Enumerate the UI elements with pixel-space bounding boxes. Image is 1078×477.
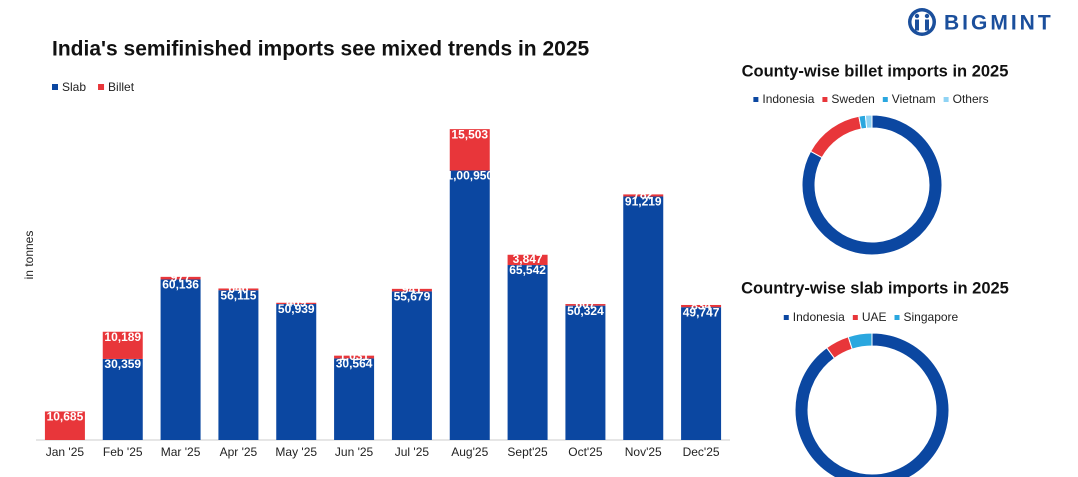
legend-label: Vietnam bbox=[892, 92, 936, 106]
bar-segment bbox=[160, 279, 201, 440]
legend-swatch bbox=[822, 97, 828, 102]
x-tick-label: May '25 bbox=[275, 445, 317, 459]
bar-segment bbox=[623, 194, 664, 197]
bar-segment bbox=[507, 265, 548, 440]
bar-segment bbox=[102, 358, 143, 440]
y-axis-label: in tonnes bbox=[22, 231, 36, 280]
bar-segment bbox=[391, 288, 432, 292]
legend-label: Billet bbox=[108, 80, 135, 94]
x-tick-label: Mar '25 bbox=[161, 445, 201, 459]
bar-segment bbox=[218, 288, 259, 291]
value-label: 50,939 bbox=[278, 302, 315, 316]
legend-label: Slab bbox=[62, 80, 86, 94]
legend-swatch bbox=[783, 315, 789, 320]
legend-label: Singapore bbox=[904, 310, 959, 324]
bar-segment bbox=[449, 170, 490, 440]
bar-segment bbox=[276, 304, 317, 440]
bar-segment bbox=[623, 196, 664, 440]
bar-segment bbox=[565, 305, 606, 440]
x-tick-label: Aug'25 bbox=[451, 445, 488, 459]
bar-segment bbox=[449, 129, 490, 171]
value-label: 30,359 bbox=[104, 357, 141, 371]
legend-swatch bbox=[882, 97, 888, 102]
value-label: 1,031 bbox=[339, 349, 369, 363]
donut-slice bbox=[801, 114, 943, 256]
donut-slice bbox=[809, 115, 862, 159]
chart-title: India's semifinished imports see mixed t… bbox=[52, 38, 590, 61]
value-label: 60,136 bbox=[162, 278, 199, 292]
bar-segment bbox=[276, 302, 317, 305]
value-label: 49,747 bbox=[683, 305, 720, 319]
donut-slice bbox=[847, 332, 873, 350]
bar-segment bbox=[507, 254, 548, 266]
value-label: 10,685 bbox=[47, 410, 84, 424]
value-label: 15,503 bbox=[451, 127, 488, 141]
value-label: 1,00,950 bbox=[446, 169, 493, 183]
donut-slice bbox=[794, 332, 950, 477]
value-label: 469 bbox=[286, 296, 306, 310]
value-label: 834 bbox=[691, 298, 711, 312]
value-label: 55,679 bbox=[394, 290, 431, 304]
x-tick-label: Nov'25 bbox=[625, 445, 662, 459]
logo-icon bbox=[908, 8, 936, 36]
bar-segment bbox=[160, 276, 201, 280]
bar-segment bbox=[391, 291, 432, 440]
bar-segment bbox=[44, 411, 85, 440]
bar-segment bbox=[334, 358, 375, 440]
donut-slice bbox=[864, 114, 873, 129]
value-label: 646 bbox=[228, 282, 248, 296]
bar-segment bbox=[218, 290, 259, 440]
value-label: 941 bbox=[402, 282, 422, 296]
chart-title: Country-wise slab imports in 2025 bbox=[741, 279, 1009, 297]
value-label: 91,219 bbox=[625, 195, 662, 209]
legend-swatch bbox=[98, 84, 105, 90]
logo-text: BIGMINT bbox=[944, 12, 1054, 35]
x-tick-label: Jan '25 bbox=[46, 445, 85, 459]
value-label: 3,847 bbox=[513, 252, 543, 266]
value-label: 56,115 bbox=[220, 288, 256, 302]
legend-swatch bbox=[943, 97, 949, 102]
bar-segment bbox=[681, 307, 722, 440]
legend-swatch bbox=[52, 84, 58, 90]
chart-title: County-wise billet imports in 2025 bbox=[742, 62, 1009, 80]
legend-label: Indonesia bbox=[762, 92, 814, 106]
bar-segment bbox=[334, 355, 375, 359]
x-tick-label: Dec'25 bbox=[683, 445, 720, 459]
legend-label: UAE bbox=[862, 310, 887, 324]
x-tick-label: Feb '25 bbox=[103, 445, 143, 459]
x-tick-label: Oct'25 bbox=[568, 445, 603, 459]
x-tick-label: Apr '25 bbox=[220, 445, 258, 459]
legend-label: Indonesia bbox=[793, 310, 845, 324]
bar-segment bbox=[565, 304, 606, 306]
legend-swatch bbox=[753, 97, 759, 102]
value-label: 65,542 bbox=[509, 263, 546, 277]
value-label: 10,189 bbox=[104, 330, 141, 344]
value-label: 977 bbox=[171, 270, 191, 284]
value-label: 607 bbox=[575, 297, 595, 311]
bar-segment bbox=[681, 304, 722, 308]
bar-segment bbox=[102, 331, 143, 359]
value-label: 782 bbox=[633, 188, 653, 202]
legend-swatch bbox=[852, 315, 858, 320]
value-label: 50,324 bbox=[567, 304, 604, 318]
value-label: 30,564 bbox=[336, 357, 373, 371]
x-tick-label: Jun '25 bbox=[335, 445, 374, 459]
legend-label: Others bbox=[953, 92, 989, 106]
x-tick-label: Sept'25 bbox=[507, 445, 548, 459]
x-tick-label: Jul '25 bbox=[395, 445, 430, 459]
legend-label: Sweden bbox=[831, 92, 874, 106]
legend-swatch bbox=[894, 315, 900, 320]
